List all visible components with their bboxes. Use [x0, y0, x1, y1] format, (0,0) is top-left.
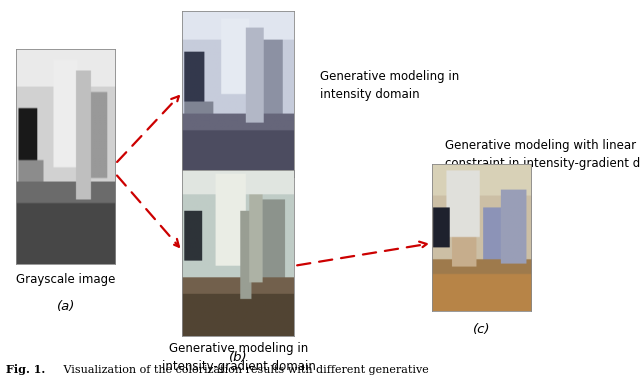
Text: Generative modeling with linear
constraint in intensity-gradient domain: Generative modeling with linear constrai… — [445, 139, 640, 170]
Text: Generative modeling in
intensity domain: Generative modeling in intensity domain — [320, 70, 460, 101]
Text: Visualization of the colorization results with different generative: Visualization of the colorization result… — [53, 365, 429, 375]
Text: Fig. 1.: Fig. 1. — [6, 364, 45, 375]
Text: (a): (a) — [57, 300, 75, 313]
Text: (c): (c) — [473, 323, 491, 336]
Text: Grayscale image: Grayscale image — [16, 273, 116, 286]
Text: Generative modeling in
intensity-gradient domain: Generative modeling in intensity-gradien… — [162, 342, 316, 373]
Text: (b): (b) — [229, 351, 248, 364]
